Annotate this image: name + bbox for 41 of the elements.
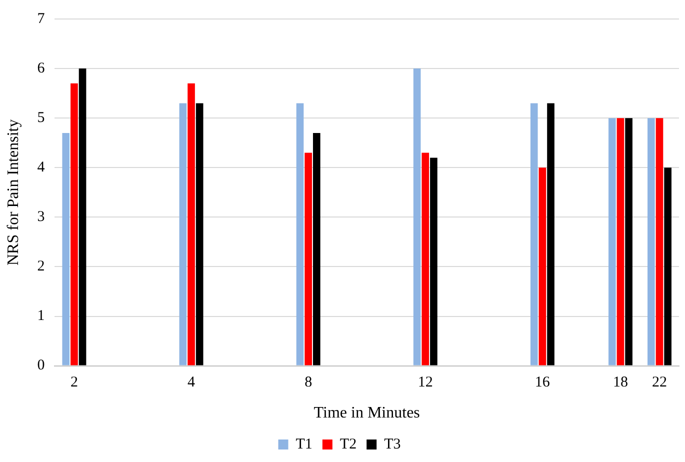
bar: [304, 152, 312, 366]
y-tick-label: 6: [37, 60, 46, 76]
bar: [312, 132, 320, 366]
y-tick-label: 5: [37, 110, 45, 126]
x-tick-label: 18: [612, 374, 628, 391]
bar: [648, 118, 655, 366]
bar: [188, 83, 195, 366]
bar: [547, 103, 554, 366]
y-tick-label: 0: [37, 358, 45, 374]
bar: [430, 158, 438, 366]
bar: [62, 132, 70, 366]
bar: [625, 118, 632, 366]
x-tick-label: 12: [418, 374, 433, 391]
y-axis-title: NRS for Pain Intensity: [4, 119, 22, 266]
bar: [530, 103, 538, 366]
bar: [538, 168, 546, 366]
y-tick-label: 4: [37, 160, 46, 176]
x-axis-title: Time in Minutes: [314, 404, 420, 422]
y-tick-label: 7: [37, 10, 46, 27]
x-tick-label: 22: [652, 374, 667, 391]
bar: [608, 118, 616, 366]
bar: [70, 83, 78, 366]
bar: [296, 103, 304, 366]
bar: [196, 103, 204, 366]
x-tick-label: 2: [70, 374, 78, 391]
bar: [78, 68, 86, 366]
legend-label: T1: [296, 436, 312, 452]
y-tick-label: 3: [37, 209, 45, 226]
y-tick-label: 2: [37, 258, 45, 275]
x-tick-label: 16: [534, 374, 550, 391]
legend-label: T3: [384, 436, 401, 452]
y-tick-label: 1: [37, 308, 45, 324]
x-tick-label: 4: [188, 374, 196, 391]
bar: [422, 152, 430, 366]
bar: [656, 118, 664, 366]
bar: [179, 103, 187, 366]
bar: [616, 118, 624, 366]
bar: [664, 168, 672, 366]
x-tick-label: 8: [304, 374, 312, 391]
legend-label: T2: [340, 436, 357, 452]
bar: [413, 68, 421, 366]
